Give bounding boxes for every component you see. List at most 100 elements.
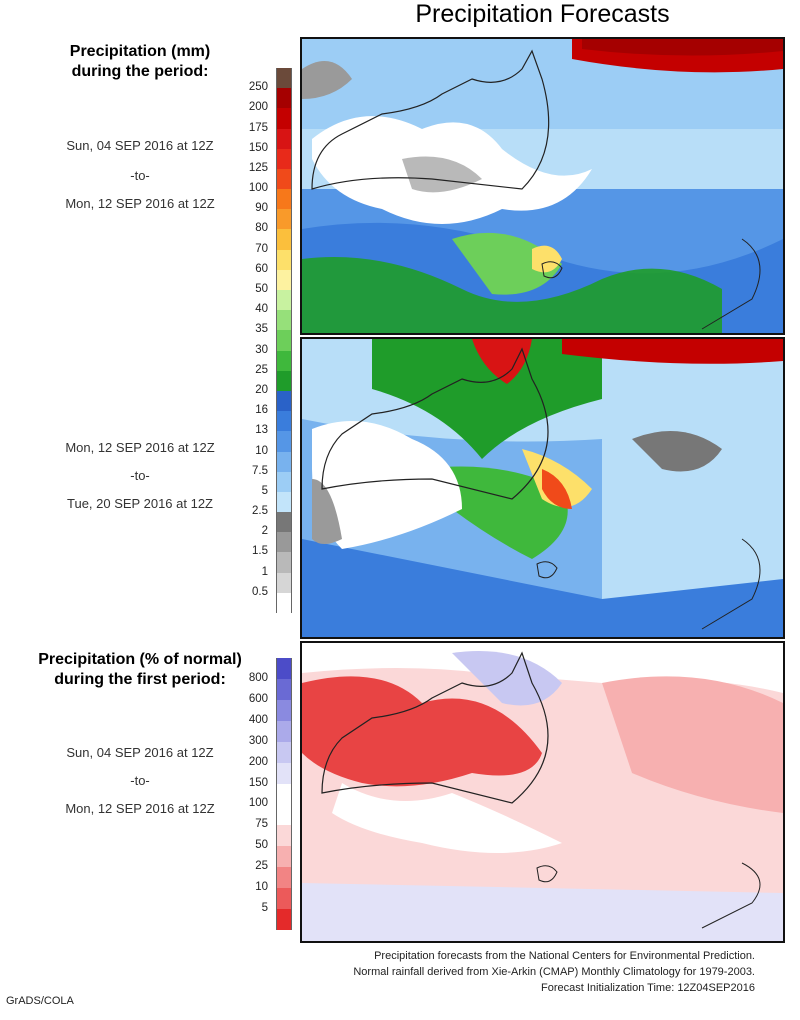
pct-swatch xyxy=(276,720,292,743)
precip-level-label: 7.5 xyxy=(252,464,268,477)
software-credit: GrADS/COLA xyxy=(6,995,74,1007)
percent-normal-map xyxy=(300,641,785,943)
precip-level-label: 175 xyxy=(248,121,268,134)
precip-swatch xyxy=(276,330,292,352)
precip-swatch xyxy=(276,512,292,533)
precip-level-label: 1 xyxy=(261,565,268,578)
credit-line-1: Precipitation forecasts from the Nationa… xyxy=(374,950,755,962)
pct-swatch xyxy=(276,762,292,785)
pct-swatch xyxy=(276,658,292,680)
pct-swatch xyxy=(276,888,292,910)
precip-level-label: 2.5 xyxy=(252,505,268,518)
precip-level-label: 0.5 xyxy=(252,585,268,598)
precip-swatch xyxy=(276,532,292,553)
period1-end: Mon, 12 SEP 2016 at 12Z xyxy=(65,196,215,211)
forecast-map-period2 xyxy=(300,337,785,639)
pct-level-label: 10 xyxy=(255,881,268,894)
precip-level-label: 250 xyxy=(248,81,268,94)
pct-swatch xyxy=(276,909,292,931)
pct-swatch xyxy=(276,804,292,826)
pct-level-label: 300 xyxy=(248,734,268,747)
precip-level-label: 13 xyxy=(255,424,268,437)
precip-level-label: 70 xyxy=(255,242,268,255)
precip-swatch xyxy=(276,451,292,473)
precip-swatch xyxy=(276,108,292,130)
pct-level-label: 100 xyxy=(248,797,268,810)
precip-level-label: 10 xyxy=(255,444,268,457)
pct-legend-heading: Precipitation (% of normal) during the f… xyxy=(0,650,280,690)
pct-heading-line1: Precipitation (% of normal) xyxy=(38,651,242,668)
credit-line-3: Forecast Initialization Time: 12Z04SEP20… xyxy=(540,982,755,994)
precip-legend-heading: Precipitation (mm) during the period: xyxy=(0,42,280,82)
pct-level-label: 25 xyxy=(255,860,268,873)
period2-start: Mon, 12 SEP 2016 at 12Z xyxy=(65,440,215,455)
pct-level-label: 50 xyxy=(255,839,268,852)
credit-line-2: Normal rainfall derived from Xie-Arkin (… xyxy=(353,966,755,978)
period3-end: Mon, 12 SEP 2016 at 12Z xyxy=(65,801,215,816)
precip-level-label: 5 xyxy=(261,484,268,497)
precip-level-label: 1.5 xyxy=(252,545,268,558)
pct-swatch xyxy=(276,783,292,805)
precip-swatch xyxy=(276,552,292,574)
pct-level-label: 800 xyxy=(248,671,268,684)
period3-sep: -to- xyxy=(130,773,150,788)
precip-level-label: 16 xyxy=(255,404,268,417)
page-title: Precipitation Forecasts xyxy=(415,0,670,28)
precip-level-label: 30 xyxy=(255,343,268,356)
pct-level-label: 150 xyxy=(248,776,268,789)
precip-swatch xyxy=(276,249,292,271)
pct-level-label: 75 xyxy=(255,818,268,831)
pct-colorbar xyxy=(276,658,292,931)
precip-map-2 xyxy=(302,339,783,637)
precip-swatch xyxy=(276,491,292,513)
pct-swatch xyxy=(276,699,292,722)
pct-map xyxy=(302,643,783,941)
precip-swatch xyxy=(276,350,292,372)
precip-swatch xyxy=(276,148,292,170)
period1-sep: -to- xyxy=(130,168,150,183)
precip-swatch xyxy=(276,168,292,190)
precip-swatch xyxy=(276,88,292,109)
precip-swatch xyxy=(276,592,292,614)
precip-level-label: 200 xyxy=(248,101,268,114)
precip-swatch xyxy=(276,411,292,432)
period3-start: Sun, 04 SEP 2016 at 12Z xyxy=(66,745,214,760)
pct-swatch xyxy=(276,825,292,847)
period2-sep: -to- xyxy=(130,468,150,483)
pct-level-label: 600 xyxy=(248,692,268,705)
precip-level-label: 60 xyxy=(255,262,268,275)
precip-swatch xyxy=(276,209,292,230)
precip-swatch xyxy=(276,390,292,412)
precip-swatch xyxy=(276,128,292,150)
precip-level-label: 50 xyxy=(255,283,268,296)
precip-swatch xyxy=(276,229,292,251)
precip-swatch xyxy=(276,431,292,452)
precip-level-label: 20 xyxy=(255,383,268,396)
forecast-map-period1 xyxy=(300,37,785,335)
precip-swatch xyxy=(276,269,292,291)
precip-level-label: 2 xyxy=(261,525,268,538)
precip-level-label: 35 xyxy=(255,323,268,336)
precip-swatch xyxy=(276,370,292,392)
pct-level-label: 5 xyxy=(261,902,268,915)
pct-level-label: 200 xyxy=(248,755,268,768)
pct-swatch xyxy=(276,741,292,764)
precip-level-label: 40 xyxy=(255,303,268,316)
precip-level-label: 150 xyxy=(248,141,268,154)
precip-swatch xyxy=(276,471,292,493)
pct-swatch xyxy=(276,678,292,701)
precip-colorbar xyxy=(276,68,292,614)
pct-swatch xyxy=(276,867,292,889)
precip-level-label: 125 xyxy=(248,161,268,174)
pct-heading-line2: during the first period: xyxy=(54,671,226,688)
precip-swatch xyxy=(276,572,292,594)
precip-heading-line1: Precipitation (mm) xyxy=(69,43,211,60)
precip-swatch xyxy=(276,310,292,331)
precip-swatch xyxy=(276,290,292,311)
period2-end: Tue, 20 SEP 2016 at 12Z xyxy=(67,496,213,511)
precip-level-label: 25 xyxy=(255,363,268,376)
precip-swatch xyxy=(276,68,292,89)
pct-swatch xyxy=(276,846,292,868)
precip-level-label: 90 xyxy=(255,202,268,215)
precip-swatch xyxy=(276,189,292,210)
